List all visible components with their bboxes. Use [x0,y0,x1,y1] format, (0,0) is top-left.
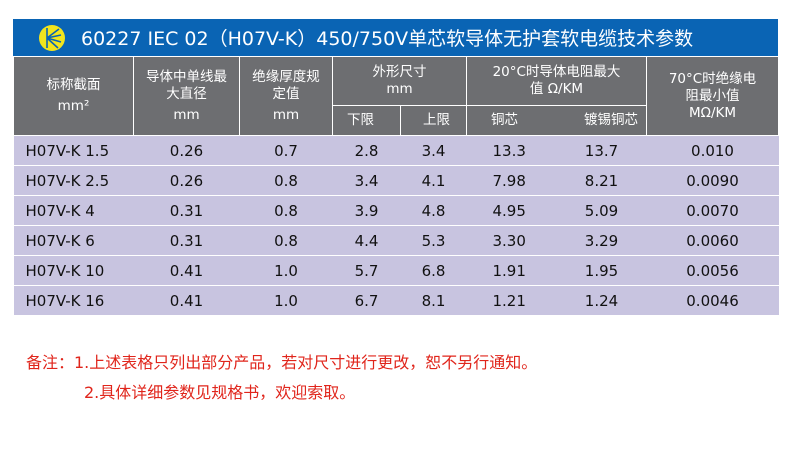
header-copper: 铜芯 [466,105,557,136]
table-cell: 1.24 [556,285,647,316]
note-line-1: 备注：1.上述表格只列出部分产品，若对尺寸进行更改，恕不另行通知。 [26,353,538,372]
table-cell: 0.41 [133,285,240,316]
table-cell: H07V-K 10 [13,255,134,286]
table-cell: 0.41 [133,255,240,286]
table-cell: 0.0090 [646,165,779,196]
header-upper-limit: 上限 [400,105,467,136]
table-cell: 0.0060 [646,225,779,256]
table-cell: 4.4 [332,225,401,256]
table-cell: 4.1 [400,165,467,196]
table-cell: 1.0 [239,255,333,286]
spec-table: 标称截面 mm² 导体中单线最大直径 mm 绝缘厚度规定值 mm 外形尺寸 mm 20°… [13,56,780,316]
table-cell: 0.31 [133,225,240,256]
table-cell: 0.0046 [646,285,779,316]
table-cell: H07V-K 16 [13,285,134,316]
table-cell: 7.98 [466,165,557,196]
note-line-2: 2.具体详细参数见规格书，欢迎索取。 [84,383,356,402]
table-row: H07V-K 4 0.31 0.8 3.9 4.8 4.95 5.09 0.0070 [13,195,779,226]
table-cell: 4.8 [400,195,467,226]
table-cell: 4.95 [466,195,557,226]
table-row: H07V-K 10 0.41 1.0 5.7 6.8 1.91 1.95 0.0056 [13,255,779,286]
header-lower-limit: 下限 [332,105,401,136]
table-cell: 5.3 [400,225,467,256]
table-cell: 0.0056 [646,255,779,286]
table-cell: 0.26 [133,135,240,166]
table-cell: 0.0070 [646,195,779,226]
table-cell: 6.8 [400,255,467,286]
table-cell: 13.3 [466,135,557,166]
table-cell: 0.8 [239,195,333,226]
header-wire-diameter: 导体中单线最大直径 mm [133,56,240,136]
table-cell: 8.21 [556,165,647,196]
header-tinned-copper: 镀锡铜芯 [556,105,648,136]
table-cell: 1.21 [466,285,557,316]
table-cell: 3.30 [466,225,557,256]
table-cell: 3.29 [556,225,647,256]
table-cell: 0.8 [239,225,333,256]
table-cell: H07V-K 6 [13,225,134,256]
header-insulation-resistance: 70°C时绝缘电阻最小值 MΩ/KM [646,56,780,136]
table-cell: 0.7 [239,135,333,166]
page-title: 60227 IEC 02（H07V-K）450/750V单芯软导体无护套软电缆技… [81,28,694,50]
table-cell: 0.26 [133,165,240,196]
brand-logo-icon [39,24,65,51]
table-row: H07V-K 2.5 0.26 0.8 3.4 4.1 7.98 8.21 0.0090 [13,165,779,196]
table-cell: 3.4 [400,135,467,166]
table-cell: 1.91 [466,255,557,286]
table-cell: H07V-K 1.5 [13,135,134,166]
table-cell: H07V-K 2.5 [13,165,134,196]
table-cell: 5.09 [556,195,647,226]
header-nominal-section: 标称截面 mm² [13,56,134,136]
table-row: H07V-K 16 0.41 1.0 6.7 8.1 1.21 1.24 0.0046 [13,285,779,316]
table-cell: 5.7 [332,255,401,286]
table-cell: 8.1 [400,285,467,316]
table-cell: 3.4 [332,165,401,196]
table-cell: 2.8 [332,135,401,166]
table-cell: 1.0 [239,285,333,316]
table-row: H07V-K 1.5 0.26 0.7 2.8 3.4 13.3 13.7 0.010 [13,135,779,166]
header-insulation-thickness: 绝缘厚度规定值 mm [239,56,333,136]
header-conductor-resistance: 20°C时导体电阻最大值 Ω/KM [465,56,648,106]
header-outer-dimension: 外形尺寸 mm [332,56,467,106]
table-cell: 1.95 [556,255,647,286]
table-cell: 0.8 [239,165,333,196]
table-cell: 6.7 [332,285,401,316]
table-cell: 0.010 [646,135,779,166]
table-cell: 0.31 [133,195,240,226]
notes: 备注：1.上述表格只列出部分产品，若对尺寸进行更改，恕不另行通知。 2.具体详细… [26,348,537,408]
table-cell: 13.7 [556,135,647,166]
table-cell: H07V-K 4 [13,195,134,226]
table-cell: 3.9 [332,195,401,226]
title-bar: 60227 IEC 02（H07V-K）450/750V单芯软导体无护套软电缆技… [13,19,778,56]
table-row: H07V-K 6 0.31 0.8 4.4 5.3 3.30 3.29 0.0060 [13,225,779,256]
